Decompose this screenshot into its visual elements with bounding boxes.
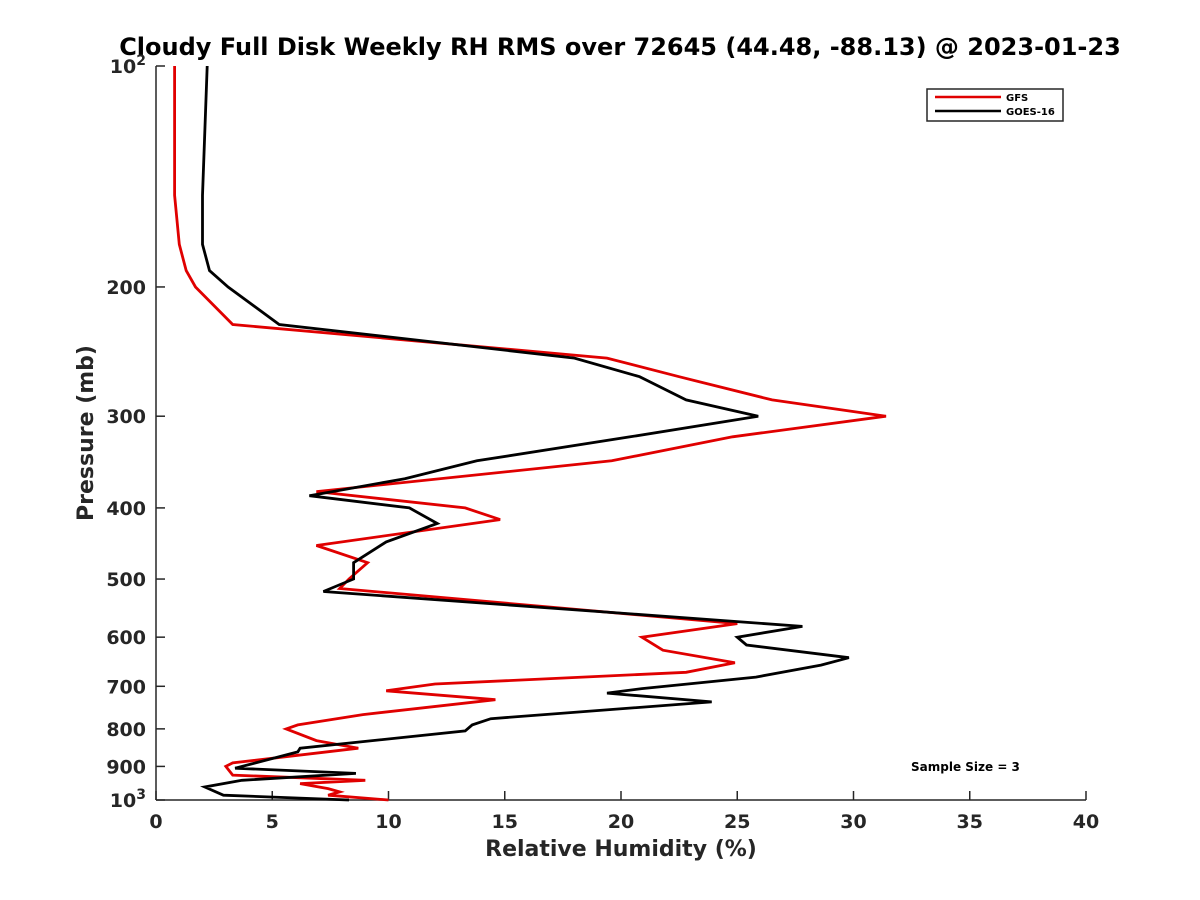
chart-title: Cloudy Full Disk Weekly RH RMS over 7264… [119, 33, 1121, 61]
sample-size-annotation: Sample Size = 3 [911, 760, 1020, 774]
x-ticks: 0 5 10 15 20 25 30 35 40 [149, 791, 1099, 833]
x-axis-label: Relative Humidity (%) [485, 837, 757, 862]
y-tick-label-base: 200 [106, 277, 146, 299]
x-tick-label: 30 [840, 811, 866, 833]
y-tick-label: 102 [110, 53, 146, 78]
y-tick-label: 103 [110, 787, 146, 812]
y-tick-label-base: 400 [106, 498, 146, 520]
y-tick-label-base: 800 [106, 719, 146, 741]
x-tick-label: 25 [724, 811, 750, 833]
x-tick-label: 20 [608, 811, 634, 833]
y-tick-label: 400 [106, 498, 146, 520]
y-tick-label: 700 [106, 676, 146, 698]
y-tick-label: 500 [106, 569, 146, 591]
y-tick-label: 800 [106, 719, 146, 741]
y-axis-label: Pressure (mb) [74, 345, 99, 521]
y-tick-label-exponent: 3 [136, 787, 146, 803]
y-tick-label: 200 [106, 277, 146, 299]
y-tick-label-base: 700 [106, 676, 146, 698]
y-tick-label-exponent: 2 [136, 53, 146, 69]
y-tick-label-base: 600 [106, 627, 146, 649]
y-tick-label-base: 300 [106, 406, 146, 428]
series-line-goes16 [200, 65, 850, 802]
y-tick-label: 300 [106, 406, 146, 428]
series-group [173, 65, 887, 802]
x-tick-label: 35 [957, 811, 983, 833]
y-tick-label: 900 [106, 756, 146, 778]
x-tick-label: 15 [492, 811, 518, 833]
x-tick-label: 10 [375, 811, 401, 833]
legend-box [926, 88, 1064, 122]
y-tick-label-base: 500 [106, 569, 146, 591]
x-tick-label: 5 [266, 811, 279, 833]
y-tick-label-base: 10 [110, 56, 136, 78]
legend-label-goes16: GOES-16 [1006, 107, 1055, 118]
y-tick-label-base: 900 [106, 756, 146, 778]
legend: GFS GOES-16 [926, 88, 1064, 122]
x-tick-label: 0 [149, 811, 162, 833]
series-line-gfs [173, 66, 887, 802]
y-tick-label: 600 [106, 627, 146, 649]
y-tick-label-base: 10 [110, 790, 136, 812]
x-tick-label: 40 [1073, 811, 1099, 833]
legend-label-gfs: GFS [1006, 93, 1028, 104]
